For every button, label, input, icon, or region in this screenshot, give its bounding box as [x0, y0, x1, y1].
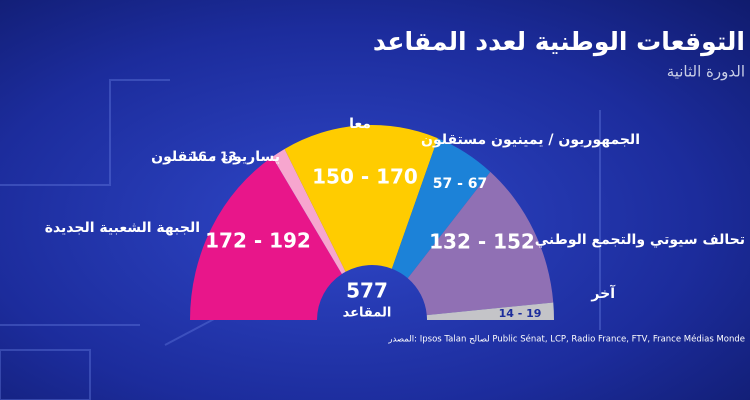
- total: 577: [346, 279, 388, 303]
- seat-segment: [426, 302, 554, 320]
- party-name: تحالف سيوتي والتجمع الوطني: [535, 232, 745, 248]
- total-label: المقاعد: [343, 306, 392, 321]
- seat-segment: [272, 148, 346, 274]
- range-label: 132 - 152: [429, 230, 535, 254]
- seat-segment: [284, 125, 438, 272]
- party-name: الجبهة الشعبية الجديدة: [45, 220, 200, 236]
- range-label: 16 - 13: [190, 150, 237, 164]
- source: المصدر: Ipsos Talan لصالح Public Sénat, …: [387, 334, 745, 345]
- range-label: 14 - 19: [499, 307, 542, 320]
- seat-segment: [407, 171, 554, 316]
- title: التوقعات الوطنية لعدد المقاعد: [373, 27, 745, 57]
- party-name: الجمهوريون / يمينيون مستقلون: [421, 132, 640, 148]
- party-name: يساريون مستقلون: [151, 149, 280, 165]
- subtitle: الدورة الثانية: [667, 63, 745, 81]
- seat-segment: [391, 138, 491, 279]
- decoration: [0, 79, 601, 400]
- range-label: 57 - 67: [433, 176, 488, 192]
- range-label: 172 - 192: [205, 229, 311, 253]
- hemicycle: [190, 125, 554, 320]
- party-name: معا: [349, 116, 371, 132]
- party-name: آخر: [590, 284, 616, 302]
- seat-segment: [190, 156, 342, 320]
- range-label: 150 - 170: [312, 165, 418, 189]
